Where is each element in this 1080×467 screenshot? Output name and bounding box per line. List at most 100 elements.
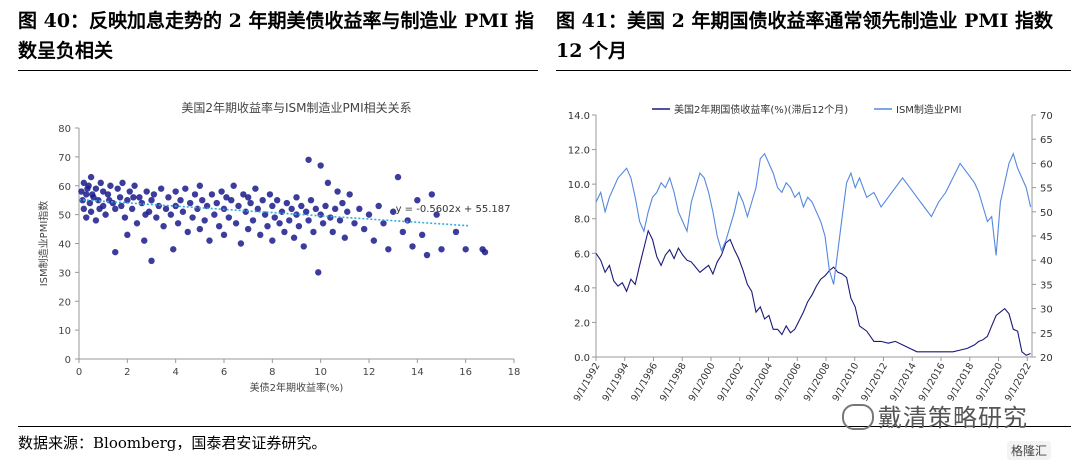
scatter-point bbox=[433, 211, 440, 218]
scatter-point bbox=[351, 220, 358, 227]
scatter-point bbox=[206, 237, 213, 244]
scatter-point bbox=[92, 185, 100, 192]
scatter-point bbox=[130, 194, 137, 201]
scatter-x-tick-label: 10 bbox=[314, 367, 327, 378]
scatter-point bbox=[230, 182, 237, 189]
data-source-note: 数据来源：Bloomberg，国泰君安证券研究。 bbox=[18, 434, 327, 452]
scatter-point bbox=[83, 191, 90, 198]
line-series-2 bbox=[595, 152, 1032, 285]
scatter-point bbox=[481, 248, 489, 256]
scatter-point bbox=[244, 225, 252, 233]
scatter-point bbox=[261, 211, 269, 218]
scatter-x-tick-label: 8 bbox=[269, 367, 275, 378]
scatter-point bbox=[235, 202, 242, 210]
scatter-point bbox=[177, 196, 184, 204]
scatter-point bbox=[244, 194, 252, 201]
scatter-point bbox=[290, 234, 298, 241]
line-right-tick-label: 20 bbox=[1040, 353, 1053, 364]
scatter-x-tick-label: 2 bbox=[124, 367, 130, 378]
scatter-point bbox=[341, 234, 349, 241]
scatter-point bbox=[331, 205, 339, 213]
scatter-point bbox=[315, 269, 322, 276]
scatter-point bbox=[232, 220, 240, 227]
scatter-point bbox=[370, 237, 378, 244]
scatter-point bbox=[211, 211, 218, 218]
line-x-tick-label: 9/1/2000 bbox=[687, 361, 718, 403]
scatter-point bbox=[305, 217, 312, 224]
line-x-tick-label: 9/1/1992 bbox=[572, 361, 603, 403]
scatter-point bbox=[273, 196, 281, 204]
scatter-point bbox=[249, 217, 257, 224]
scatter-point bbox=[319, 220, 327, 227]
scatter-point bbox=[97, 179, 104, 187]
scatter-point bbox=[269, 202, 276, 210]
line-right-tick-label: 55 bbox=[1040, 184, 1053, 195]
scatter-point bbox=[186, 199, 194, 207]
scatter-point bbox=[112, 248, 119, 256]
scatter-point bbox=[96, 205, 103, 213]
scatter-point bbox=[329, 228, 336, 236]
scatter-point bbox=[87, 208, 95, 215]
legend-label-2: ISM制造业PMI bbox=[896, 103, 962, 116]
scatter-point bbox=[80, 205, 88, 213]
line-x-tick-label: 9/1/2004 bbox=[744, 361, 775, 403]
scatter-point bbox=[126, 188, 133, 195]
scatter-point bbox=[79, 196, 86, 204]
scatter-point bbox=[225, 214, 233, 221]
scatter-point bbox=[80, 179, 88, 187]
line-x-tick-label: 9/1/1996 bbox=[629, 361, 660, 403]
scatter-point bbox=[155, 202, 162, 210]
scatter-point bbox=[295, 222, 303, 230]
scatter-point bbox=[293, 194, 300, 201]
scatter-point bbox=[271, 214, 278, 221]
scatter-point bbox=[266, 191, 274, 198]
footer-rule bbox=[18, 426, 1071, 427]
line-right-tick-label: 45 bbox=[1040, 232, 1053, 243]
scatter-point bbox=[196, 225, 204, 233]
line-left-tick-label: 10.0 bbox=[568, 180, 590, 191]
scatter-point bbox=[99, 188, 107, 195]
scatter-point bbox=[215, 222, 223, 230]
line-left-tick-label: 2.0 bbox=[574, 318, 590, 329]
scatter-point bbox=[327, 214, 334, 221]
scatter-y-tick-label: 80 bbox=[58, 124, 71, 135]
scatter-point bbox=[360, 225, 368, 233]
scatter-point bbox=[252, 185, 259, 192]
line-x-tick-label: 9/1/1994 bbox=[600, 361, 631, 403]
scatter-point bbox=[128, 205, 136, 213]
scatter-point bbox=[298, 202, 305, 210]
scatter-point bbox=[182, 185, 189, 192]
scatter-point bbox=[240, 191, 247, 198]
scatter-point bbox=[254, 205, 262, 213]
corner-badge: 格隆汇 bbox=[1007, 441, 1052, 460]
scatter-point bbox=[162, 205, 170, 213]
scatter-x-tick-label: 18 bbox=[508, 367, 521, 378]
scatter-point bbox=[191, 191, 199, 198]
scatter-point bbox=[160, 222, 167, 230]
scatter-point bbox=[344, 208, 351, 215]
line-chart: 0.0 2.0 4.0 6.0 8.0 10.0 12.0 14.0 20 25 30 35 40 45 5… bbox=[568, 103, 1053, 403]
line-x-tick-label: 9/1/2008 bbox=[802, 361, 833, 403]
line-right-tick-label: 65 bbox=[1040, 135, 1053, 146]
scatter-point bbox=[307, 196, 315, 204]
scatter-point bbox=[199, 196, 206, 204]
scatter-point bbox=[141, 237, 148, 244]
scatter-point bbox=[189, 214, 196, 221]
line-right-tick-label: 30 bbox=[1040, 305, 1053, 316]
scatter-point bbox=[264, 222, 271, 230]
scatter-point bbox=[124, 196, 131, 204]
scatter-point bbox=[89, 191, 96, 198]
scatter-point bbox=[136, 194, 143, 201]
scatter-point bbox=[119, 179, 126, 187]
scatter-point bbox=[153, 214, 160, 221]
scatter-point bbox=[339, 199, 346, 207]
scatter-point bbox=[365, 211, 373, 218]
scatter-point bbox=[317, 162, 324, 169]
scatter-point bbox=[170, 246, 177, 253]
scatter-point bbox=[288, 205, 295, 213]
scatter-point bbox=[213, 199, 220, 207]
scatter-point bbox=[148, 257, 155, 265]
scatter-x-tick-label: 14 bbox=[411, 367, 424, 378]
scatter-x-tick-label: 4 bbox=[172, 367, 178, 378]
line-x-tick-label: 9/1/2002 bbox=[715, 361, 746, 403]
